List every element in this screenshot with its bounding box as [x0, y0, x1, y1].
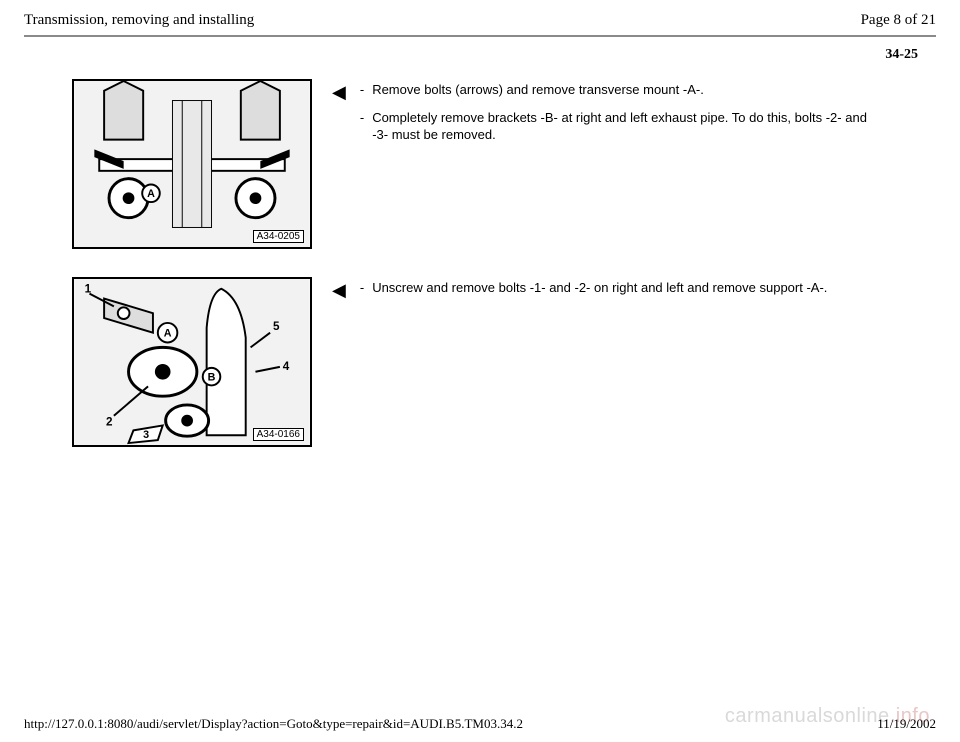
svg-text:3: 3	[143, 429, 149, 441]
bullet-list: -Remove bolts (arrows) and remove transv…	[360, 81, 880, 154]
bullet-text: Unscrew and remove bolts -1- and -2- on …	[372, 279, 827, 297]
dash-icon: -	[360, 279, 364, 297]
document-page: Transmission, removing and installing Pa…	[0, 0, 960, 742]
step-block: A A34-0205 ◀ -Remove bolts (arrows) and …	[24, 79, 936, 249]
list-item: -Unscrew and remove bolts -1- and -2- on…	[360, 279, 828, 297]
figure: A A34-0205	[72, 79, 312, 249]
svg-text:A: A	[164, 328, 172, 340]
svg-text:5: 5	[273, 320, 280, 333]
page-number: Page 8 of 21	[861, 12, 936, 29]
section-number: 34-25	[24, 47, 936, 63]
dash-icon: -	[360, 109, 364, 144]
svg-text:2: 2	[106, 415, 113, 428]
figure: 1 2 3 5 4 A B A34-0166	[72, 277, 312, 447]
figure-illustration: A	[74, 81, 310, 247]
bullet-text: Remove bolts (arrows) and remove transve…	[372, 81, 704, 99]
footer-date: 11/19/2002	[877, 716, 936, 732]
step-block: 1 2 3 5 4 A B A34-0166 ◀ -Unscrew and re…	[24, 277, 936, 447]
step-body: ◀ -Unscrew and remove bolts -1- and -2- …	[332, 277, 827, 307]
header-row: Transmission, removing and installing Pa…	[24, 12, 936, 29]
doc-title: Transmission, removing and installing	[24, 12, 254, 29]
step-body: ◀ -Remove bolts (arrows) and remove tran…	[332, 79, 880, 154]
footer-url: http://127.0.0.1:8080/audi/servlet/Displ…	[24, 716, 523, 732]
divider	[24, 35, 936, 37]
figure-tag: A34-0166	[253, 428, 304, 441]
list-item: -Remove bolts (arrows) and remove transv…	[360, 81, 880, 99]
bullet-text: Completely remove brackets -B- at right …	[372, 109, 880, 144]
dash-icon: -	[360, 81, 364, 99]
svg-text:1: 1	[85, 283, 92, 296]
triangle-left-icon: ◀	[332, 281, 346, 299]
svg-text:4: 4	[283, 360, 290, 373]
list-item: -Completely remove brackets -B- at right…	[360, 109, 880, 144]
figure-tag: A34-0205	[253, 230, 304, 243]
bullet-list: -Unscrew and remove bolts -1- and -2- on…	[360, 279, 828, 307]
svg-text:B: B	[208, 372, 216, 384]
svg-text:A: A	[147, 188, 155, 200]
figure-illustration: 1 2 3 5 4 A B	[74, 279, 310, 445]
footer-row: http://127.0.0.1:8080/audi/servlet/Displ…	[24, 716, 936, 732]
triangle-left-icon: ◀	[332, 83, 346, 101]
